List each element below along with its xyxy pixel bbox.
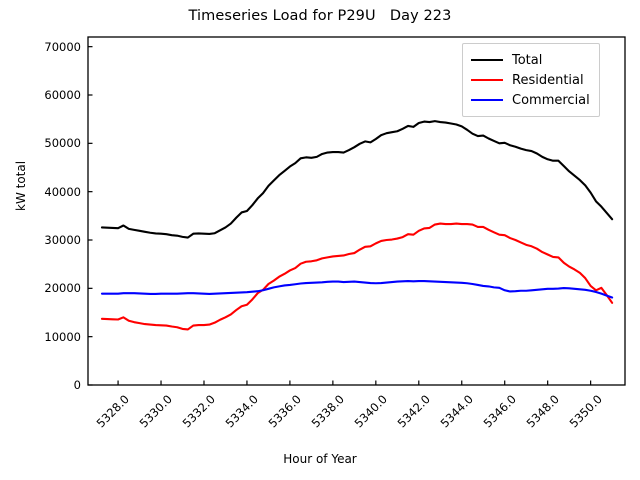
y-tick-label: 40000 — [44, 184, 81, 199]
legend-item-label: Total — [512, 52, 543, 68]
series-line-residential — [100, 222, 614, 331]
y-tick-label: 50000 — [44, 136, 81, 151]
legend-item-total[interactable]: Total — [471, 50, 590, 70]
plot-frame — [87, 36, 626, 386]
legend-item-label: Commercial — [512, 92, 590, 108]
y-tick-label: 20000 — [44, 281, 81, 296]
series-line-total — [100, 120, 614, 239]
chart-title: Timeseries Load for P29U Day 223 — [188, 8, 452, 24]
legend-line-swatch — [471, 79, 503, 81]
legend-line-swatch — [471, 99, 503, 101]
legend-line-swatch — [471, 59, 503, 61]
legend-item-residential[interactable]: Residential — [471, 70, 590, 90]
chart-legend: Total Residential Commercial — [462, 43, 600, 117]
x-axis-label: Hour of Year — [283, 452, 357, 466]
y-tick-label: 10000 — [44, 329, 81, 344]
series-line-commercial — [100, 280, 614, 299]
y-tick-label: 30000 — [44, 233, 81, 247]
y-tick-label: 60000 — [44, 88, 81, 102]
y-tick-label: 0 — [73, 378, 81, 392]
legend-item-label: Residential — [512, 72, 584, 88]
y-tick-label: 70000 — [44, 39, 81, 54]
legend-item-commercial[interactable]: Commercial — [471, 90, 590, 110]
